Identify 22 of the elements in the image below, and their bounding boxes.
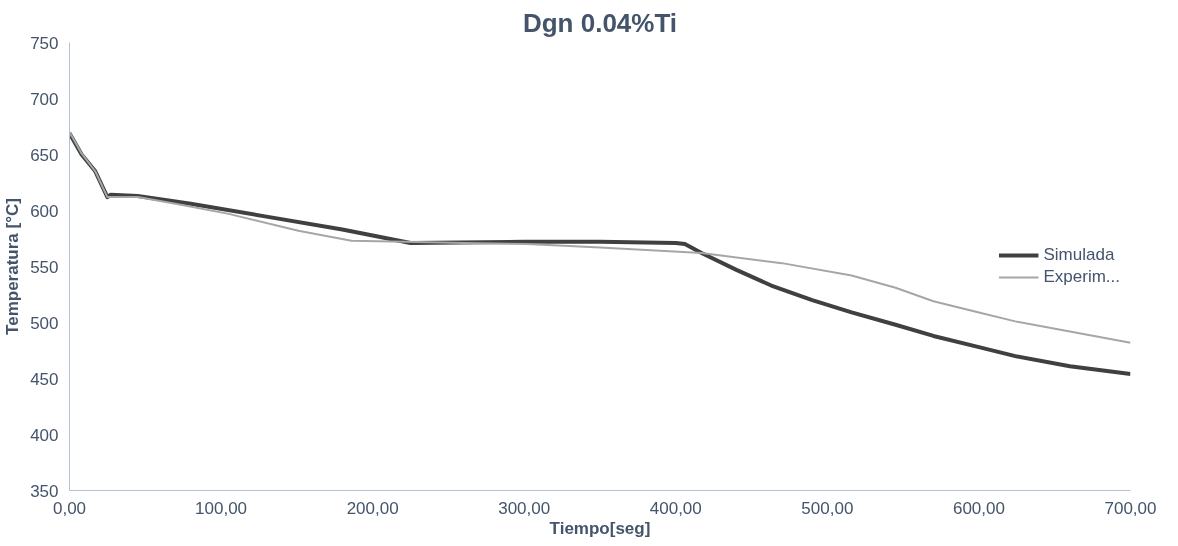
x-tick-label: 600,00 xyxy=(952,498,1005,518)
x-tick-label: 200,00 xyxy=(346,498,399,518)
y-tick-label: 700 xyxy=(30,89,59,109)
y-tick-label: 350 xyxy=(30,481,59,501)
x-axis-title: Tiempo[seg] xyxy=(549,518,651,538)
y-tick-label: 550 xyxy=(30,257,59,277)
x-tick-label: 700,00 xyxy=(1104,498,1157,518)
x-tick-label: 0,00 xyxy=(52,498,87,518)
y-tick-label: 600 xyxy=(30,201,59,221)
y-tick-label: 400 xyxy=(30,425,59,445)
y-tick-label: 650 xyxy=(30,145,59,165)
chart-title: Dgn 0.04%Ti xyxy=(522,7,678,38)
x-tick-label: 100,00 xyxy=(195,498,248,518)
y-tick-label: 500 xyxy=(30,313,59,333)
x-tick-label: 400,00 xyxy=(649,498,702,518)
x-tick-label: 500,00 xyxy=(801,498,854,518)
legend-label: Simulada xyxy=(1043,245,1115,265)
y-tick-label: 750 xyxy=(30,33,59,53)
x-tick-label: 300,00 xyxy=(498,498,551,518)
y-tick-label: 450 xyxy=(30,369,59,389)
legend-label: Experim... xyxy=(1043,267,1120,287)
y-axis-title: Temperatura [°C] xyxy=(3,198,23,335)
